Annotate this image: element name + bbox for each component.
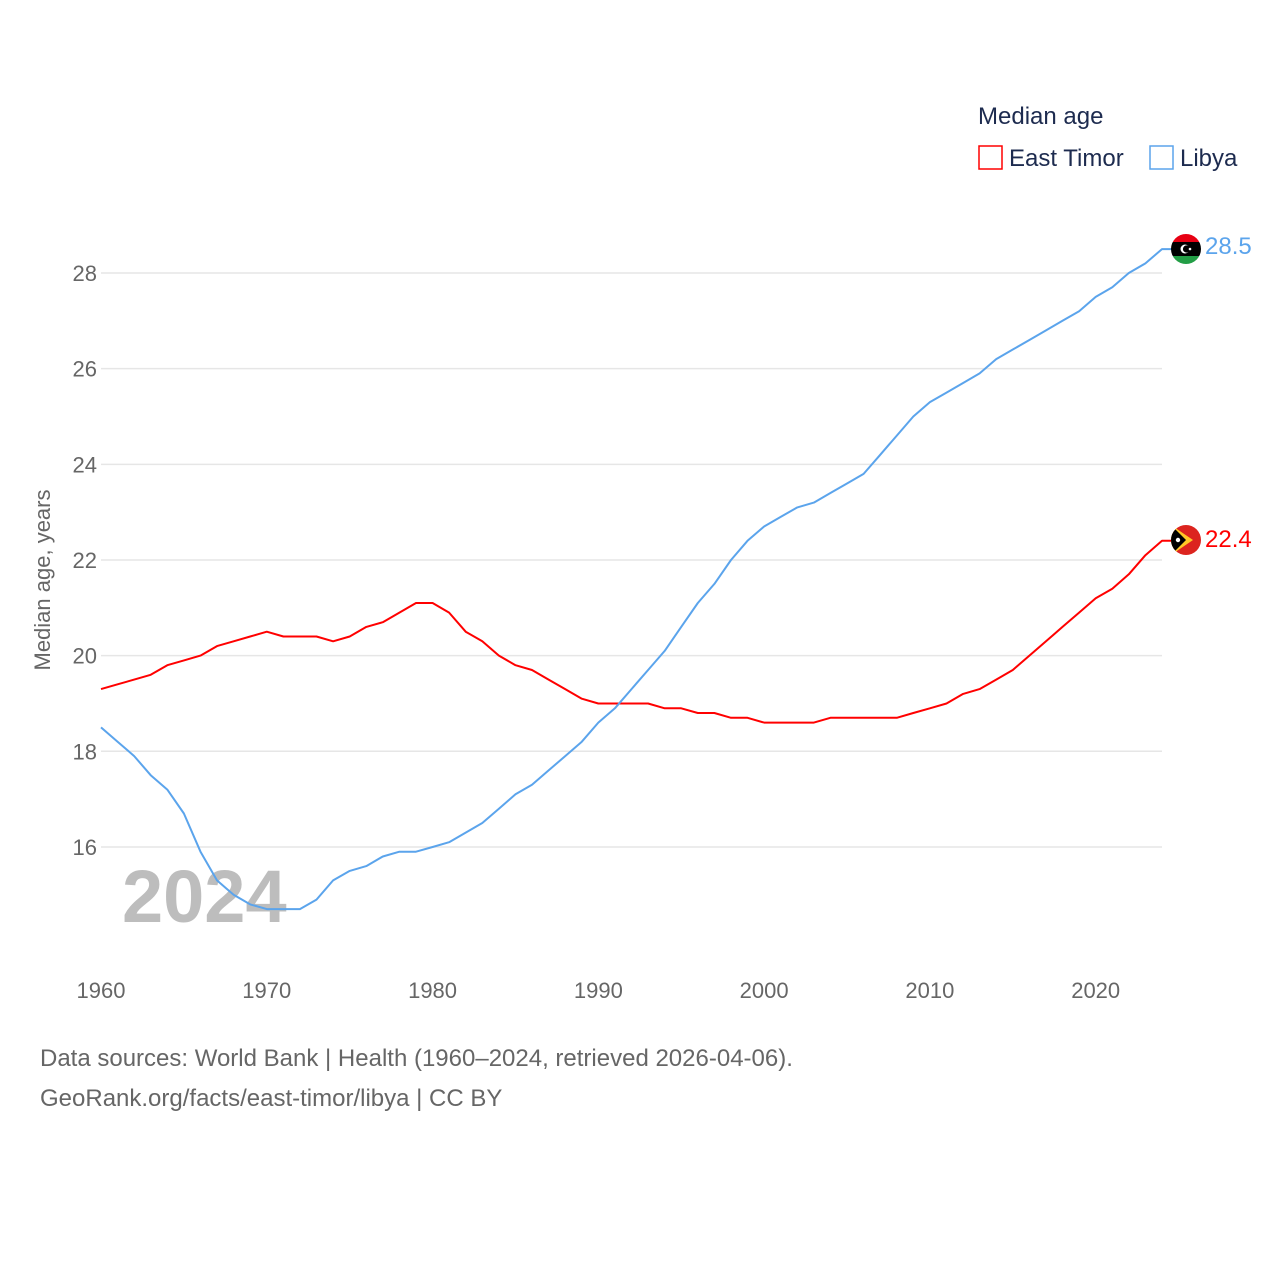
y-tick-label: 28 <box>73 261 97 286</box>
east-timor-flag-icon <box>1171 525 1201 555</box>
legend-swatch-libya[interactable] <box>1149 145 1174 170</box>
legend-label-east-timor[interactable]: East Timor <box>1009 145 1124 172</box>
y-axis-label: Median age, years <box>30 490 55 671</box>
x-tick-label: 1970 <box>242 978 291 1003</box>
legend-label-libya[interactable]: Libya <box>1180 145 1238 172</box>
y-tick-label: 16 <box>73 835 97 860</box>
gridlines <box>101 272 1162 848</box>
end-label-east-timor: 22.4 <box>1205 526 1252 553</box>
y-tick-label: 26 <box>73 357 97 382</box>
y-tick-label: 20 <box>73 644 97 669</box>
y-tick-label: 18 <box>73 739 97 764</box>
series-line-east-timor[interactable] <box>100 539 1172 724</box>
x-tick-label: 2000 <box>740 978 789 1003</box>
legend-swatch-east-timor[interactable] <box>978 145 1003 170</box>
libya-flag-icon <box>1171 234 1201 264</box>
end-label-libya: 28.5 <box>1205 233 1252 260</box>
source-line: Data sources: World Bank | Health (1960–… <box>40 1045 793 1072</box>
y-axis-ticks: 16 18 20 22 24 26 28 <box>73 261 97 860</box>
x-tick-label: 1980 <box>408 978 457 1003</box>
y-tick-label: 22 <box>73 548 97 573</box>
legend-title: Median age <box>978 103 1103 130</box>
x-tick-label: 2010 <box>905 978 954 1003</box>
y-tick-label: 24 <box>73 452 97 477</box>
year-watermark: 2024 <box>122 855 287 938</box>
series-line-libya[interactable] <box>100 248 1172 911</box>
series-lines <box>100 248 1172 911</box>
attribution-link[interactable]: GeoRank.org/facts/east-timor/libya | CC … <box>40 1085 503 1112</box>
x-tick-label: 1960 <box>77 978 126 1003</box>
x-tick-label: 2020 <box>1071 978 1120 1003</box>
x-tick-label: 1990 <box>574 978 623 1003</box>
legend: Median age East Timor Libya <box>978 103 1238 172</box>
x-axis-ticks: 1960 1970 1980 1990 2000 2010 2020 <box>77 978 1121 1003</box>
